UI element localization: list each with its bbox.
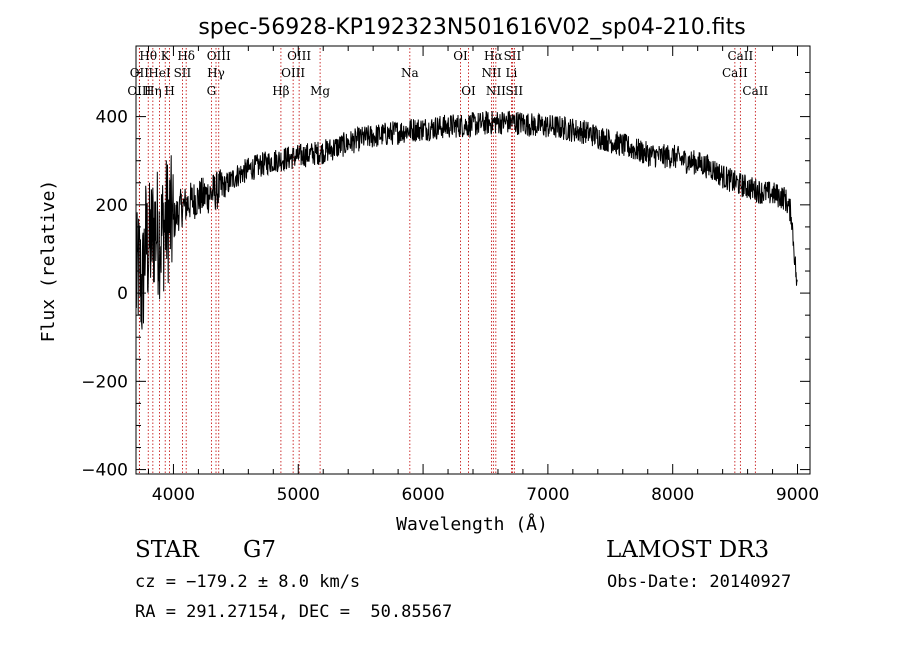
axes: 4000 5000 6000 7000 8000 9000 −400 −200 0 200 400 xyxy=(81,46,819,505)
obs-date: Obs-Date: 20140927 xyxy=(607,572,792,592)
marker-label-7: SII xyxy=(174,66,192,80)
line-markers: HθOIIOIIIHηHeIKHSIIHδGHγOIIIHβOIIIOIIIMg… xyxy=(127,48,768,474)
marker-label-23: SII xyxy=(504,49,522,63)
object-subclass: G7 xyxy=(243,537,277,563)
y-tick-label: −400 xyxy=(81,461,128,481)
marker-label-24: SII xyxy=(505,84,523,98)
marker-label-0: Hθ xyxy=(139,49,157,63)
x-tick-label: 7000 xyxy=(526,485,569,505)
marker-label-12: Hβ xyxy=(272,84,289,98)
flux-series-line xyxy=(135,110,798,330)
marker-label-14: OIII xyxy=(287,49,311,63)
marker-label-4: HeI xyxy=(148,66,171,80)
marker-label-20: Hα xyxy=(484,49,503,63)
marker-label-17: OI xyxy=(453,49,468,63)
marker-label-9: G xyxy=(207,84,217,98)
x-axis-label: Wavelength (Å) xyxy=(396,513,548,535)
marker-label-10: Hγ xyxy=(207,66,225,80)
marker-label-11: OIII xyxy=(207,49,231,63)
marker-label-22: Li xyxy=(506,66,518,80)
y-tick-label: 400 xyxy=(96,108,128,128)
y-tick-label: 200 xyxy=(96,196,128,216)
y-tick-label: −200 xyxy=(81,372,128,392)
marker-label-2: OIII xyxy=(127,84,151,98)
y-tick-label: 0 xyxy=(117,284,128,304)
marker-label-16: Na xyxy=(401,66,419,80)
chart-title: spec-56928-KP192323N501616V02_sp04-210.f… xyxy=(198,15,745,40)
x-tick-label: 9000 xyxy=(776,485,819,505)
marker-label-3: Hη xyxy=(144,84,162,98)
series-layer xyxy=(135,110,798,330)
marker-label-8: Hδ xyxy=(177,49,195,63)
x-tick-label: 5000 xyxy=(277,485,320,505)
marker-label-25: CaII xyxy=(722,66,748,80)
marker-label-27: CaII xyxy=(742,84,768,98)
survey-name: LAMOST DR3 xyxy=(606,537,770,563)
redshift-readout: cz = −179.2 ± 8.0 km/s xyxy=(135,572,361,592)
marker-label-15: Mg xyxy=(310,84,330,98)
marker-label-21: NII xyxy=(486,84,506,98)
x-tick-label: 6000 xyxy=(401,485,444,505)
coordinates: RA = 291.27154, DEC = 50.85567 xyxy=(135,602,453,622)
marker-label-26: CaII xyxy=(727,49,753,63)
marker-label-5: K xyxy=(161,49,171,63)
x-tick-label: 8000 xyxy=(651,485,694,505)
marker-label-18: OI xyxy=(461,84,476,98)
object-class: STAR xyxy=(135,537,199,563)
x-tick-label: 4000 xyxy=(152,485,195,505)
marker-label-6: H xyxy=(164,84,174,98)
marker-label-13: OIII xyxy=(281,66,305,80)
marker-label-19: NII xyxy=(481,66,501,80)
y-axis-label: Flux (relative) xyxy=(38,180,59,343)
plot-frame xyxy=(135,45,811,475)
